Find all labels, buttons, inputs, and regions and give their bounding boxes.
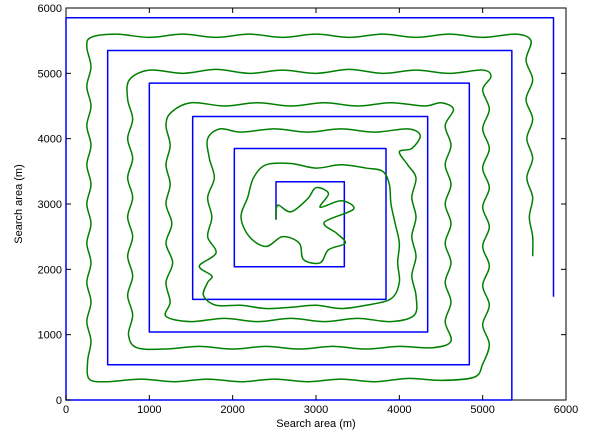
executed-spiral-line (86, 33, 534, 383)
x-tick-label: 0 (63, 404, 69, 416)
ticks-layer: 0 1000 2000 3000 4000 5000 6000 0 1000 2000 3000 40… (38, 3, 579, 416)
x-tick-label: 5000 (470, 404, 494, 416)
y-axis-label: Search area (m) (13, 164, 25, 243)
x-tick-label: 2000 (220, 404, 244, 416)
planned-spiral-line (65, 17, 555, 401)
x-tick-label: 3000 (304, 404, 328, 416)
x-tick-label: 6000 (554, 404, 578, 416)
x-tick-label: 1000 (137, 404, 161, 416)
series-layer (65, 17, 555, 401)
x-tick-label: 4000 (387, 404, 411, 416)
y-tick-label: 5000 (38, 68, 62, 80)
plot-area (65, 7, 567, 401)
x-axis-label: Search area (m) (276, 418, 355, 430)
y-tick-label: 3000 (38, 199, 62, 211)
y-tick-label: 0 (56, 395, 62, 407)
y-tick-label: 2000 (38, 264, 62, 276)
plot-border (65, 7, 567, 401)
y-tick-label: 1000 (38, 330, 62, 342)
y-tick-label: 4000 (38, 134, 62, 146)
y-tick-label: 6000 (38, 3, 62, 15)
